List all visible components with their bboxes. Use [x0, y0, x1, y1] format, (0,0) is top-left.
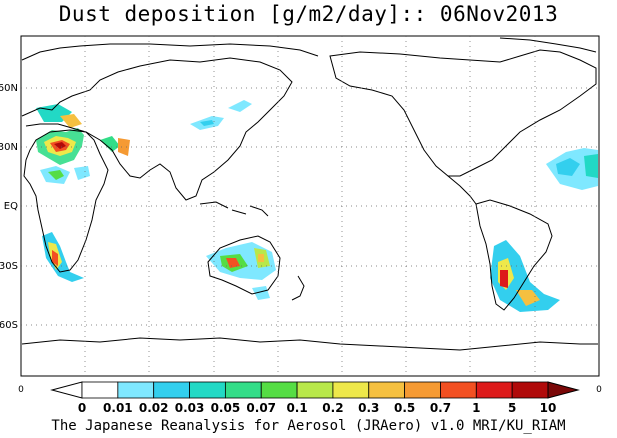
colorbar-box	[511, 381, 549, 399]
colorbar-level-label: 0	[78, 401, 86, 415]
colorbar-box	[81, 381, 119, 399]
colorbar-level-label: 5	[508, 401, 516, 415]
colorbar-level-label: 0.1	[286, 401, 307, 415]
colorbar-level-label: 0.05	[211, 401, 241, 415]
colorbar-level-label: 0.03	[175, 401, 205, 415]
colorbar-box	[296, 381, 334, 399]
colorbar-box	[404, 381, 441, 399]
colorbar-box	[440, 381, 477, 399]
coastlines	[21, 37, 598, 351]
colorbar-boxes	[50, 381, 580, 399]
colorbar-box	[260, 381, 298, 399]
north-america-coast	[329, 49, 597, 177]
lat-label-60n: 60N	[0, 83, 18, 94]
latitude-labels: 60N 30N EQ 30S 60S	[0, 83, 18, 331]
colorbar-level-label: 1	[472, 401, 480, 415]
map-frame	[20, 35, 600, 377]
colorbar-edge-right: 0	[596, 385, 602, 395]
lat-label-60s: 60S	[0, 320, 18, 331]
colorbar-level-label: 0.5	[394, 401, 415, 415]
colorbar-box	[368, 381, 406, 399]
colorbar-level-label: 0.02	[139, 401, 169, 415]
lat-label-eq: EQ	[4, 201, 18, 212]
colorbar-box	[224, 381, 262, 399]
lat-label-30n: 30N	[0, 142, 18, 153]
colorbar-level-label: 0.3	[358, 401, 379, 415]
colorbar-level-label: 10	[540, 401, 557, 415]
dust-fields	[36, 100, 598, 312]
colorbar-labels: 0 0.01 0.02 0.03 0.05 0.07 0.1 0.2 0.3 0.5 0.7 1 5 10	[78, 401, 557, 415]
colorbar-level-label: 0.07	[246, 401, 276, 415]
map-title: Dust deposition [g/m2/day]:: 06Nov2013	[58, 2, 559, 26]
colorbar-box	[475, 381, 513, 399]
colorbar-level-label: 0.2	[322, 401, 343, 415]
graticule	[21, 36, 599, 376]
eurasia-coast	[21, 57, 293, 201]
colorbar-box	[189, 381, 226, 399]
colorbar: 0 0 0 0.01 0.02 0.03 0.05 0.07 0.1 0.2 0.3 0.5 0.7…	[18, 381, 602, 415]
colorbar-box	[332, 381, 370, 399]
colorbar-box	[117, 381, 155, 399]
antarctica-coast	[21, 337, 598, 351]
colorbar-triangle-right	[547, 381, 580, 399]
colorbar-level-label: 0.7	[430, 401, 451, 415]
lat-label-30s: 30S	[0, 261, 18, 272]
colorbar-triangle-left	[50, 381, 83, 399]
south-america-coast	[475, 199, 553, 311]
credit-line: The Japanese Reanalysis for Aerosol (JRA…	[51, 418, 566, 434]
colorbar-box	[153, 381, 190, 399]
colorbar-level-label: 0.01	[103, 401, 133, 415]
colorbar-edge-left: 0	[18, 385, 24, 395]
